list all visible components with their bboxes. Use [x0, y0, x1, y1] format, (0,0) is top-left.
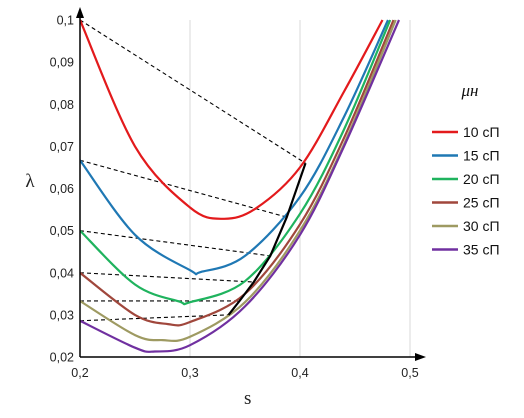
legend-entry-label: 25 сП [463, 195, 500, 211]
tangent-line [79, 230, 271, 257]
tangent-line [79, 272, 254, 283]
legend-entry-label: 35 сП [463, 242, 500, 258]
y-tick-label: 0,02 [50, 351, 74, 365]
y-tick-label: 0,06 [50, 182, 74, 196]
y-tick-label: 0,04 [50, 266, 74, 280]
legend-entry-label: 30 сП [463, 218, 500, 234]
series-line [80, 19, 390, 276]
tangent-line [79, 314, 229, 322]
x-tick-label: 0,5 [401, 366, 418, 380]
legend-entry-label: 20 сП [463, 171, 500, 187]
series-line [80, 19, 395, 327]
legend-title: μн [461, 81, 479, 100]
envelope-line [227, 162, 307, 316]
tick-labels: 0,2 0,3 0,4 0,5 0,02 0,03 0,04 0,05 0,06 0,07 0,08… [50, 14, 419, 381]
x-tick-label: 0,2 [71, 366, 88, 380]
y-axis-arrow [76, 7, 84, 18]
x-axis-title: s [244, 388, 251, 409]
y-tick-label: 0,05 [50, 224, 74, 238]
legend-entry-label: 15 сП [463, 148, 500, 164]
x-tick-label: 0,3 [181, 366, 198, 380]
series-line [80, 19, 401, 353]
y-tick-label: 0,1 [57, 14, 74, 28]
series-line [80, 19, 384, 220]
series-line [80, 19, 392, 306]
tangent-line [79, 19, 306, 164]
legend: μн 10 сП 15 сП 20 сП 25 сП 30 сП 35 сП [432, 81, 500, 258]
axes [76, 7, 426, 361]
envelope-polyline [227, 162, 307, 316]
y-tick-label: 0,09 [50, 56, 74, 70]
x-axis-arrow [415, 353, 426, 361]
y-tick-label: 0,03 [50, 308, 74, 322]
legend-entry-label: 10 сП [463, 124, 500, 140]
x-tick-label: 0,4 [291, 366, 308, 380]
y-axis-title: λ [25, 171, 35, 192]
y-tick-label: 0,08 [50, 98, 74, 112]
y-tick-label: 0,07 [50, 140, 74, 154]
grid [189, 20, 411, 357]
tangent-lines [79, 19, 306, 322]
tangent-line [79, 159, 287, 218]
series-line [80, 19, 397, 343]
